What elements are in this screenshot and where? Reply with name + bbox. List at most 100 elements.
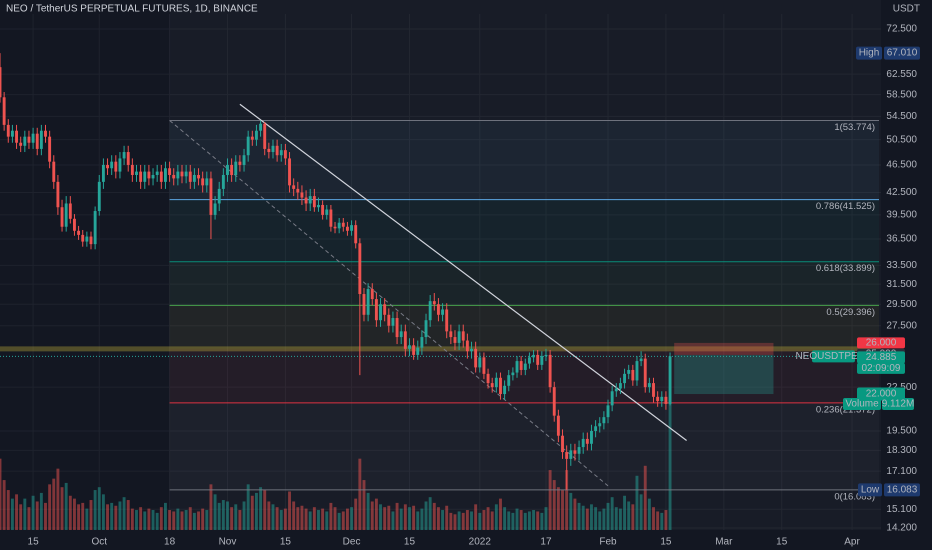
volume-bar bbox=[445, 505, 449, 530]
volume-bar bbox=[31, 495, 35, 530]
x-tick-label: Dec bbox=[343, 537, 361, 548]
volume-bar bbox=[168, 510, 172, 530]
volume-bar bbox=[35, 501, 39, 530]
candle-body bbox=[60, 207, 64, 227]
candle-body bbox=[590, 430, 593, 444]
candle-body bbox=[209, 178, 213, 215]
volume-bar bbox=[602, 508, 606, 530]
candle-body bbox=[548, 354, 552, 388]
volume-bar bbox=[577, 502, 581, 530]
volume-bar bbox=[56, 468, 60, 530]
candle-body bbox=[300, 192, 304, 198]
candle-body bbox=[155, 171, 159, 175]
volume-bar bbox=[197, 511, 200, 530]
volume-bar bbox=[242, 501, 246, 530]
candle-body bbox=[226, 164, 229, 175]
stop-value: 26.000 bbox=[866, 338, 897, 349]
candle-body bbox=[643, 358, 647, 388]
volume-bar bbox=[391, 511, 395, 530]
candle-body bbox=[420, 337, 424, 348]
candle-body bbox=[623, 373, 627, 384]
candle-body bbox=[540, 356, 544, 365]
volume-bar bbox=[329, 502, 333, 530]
volume-bar bbox=[337, 512, 341, 530]
position-stop bbox=[674, 342, 774, 355]
volume-bar bbox=[540, 512, 544, 530]
candle-body bbox=[230, 164, 234, 175]
volume-bar bbox=[184, 510, 188, 530]
volume-bar bbox=[590, 504, 593, 530]
volume-bar bbox=[106, 504, 109, 530]
candle-body bbox=[271, 145, 275, 153]
candle-body bbox=[577, 447, 581, 454]
candle-body bbox=[68, 203, 72, 219]
candle-body bbox=[39, 130, 43, 149]
volume-bar bbox=[205, 510, 209, 530]
volume-bar bbox=[581, 505, 585, 530]
candle-body bbox=[449, 331, 453, 338]
countdown-box bbox=[857, 362, 905, 374]
candle-body bbox=[552, 387, 556, 416]
volume-bar bbox=[354, 498, 358, 530]
candle-layer bbox=[0, 53, 672, 490]
candle-body bbox=[532, 354, 536, 358]
volume-bar bbox=[159, 507, 163, 530]
candle-body bbox=[345, 226, 349, 231]
candle-body bbox=[354, 225, 358, 244]
y-tick-label: 62.550 bbox=[886, 69, 917, 80]
volume-bar bbox=[523, 512, 527, 530]
low-value: 16.083 bbox=[887, 485, 918, 496]
volume-bar bbox=[267, 501, 271, 530]
candle-body bbox=[507, 375, 511, 386]
candle-body bbox=[594, 426, 598, 431]
x-tick-label: Mar bbox=[715, 537, 733, 548]
last-price-box bbox=[857, 351, 905, 364]
candle-body bbox=[374, 299, 378, 321]
volume-bar bbox=[366, 492, 370, 530]
candle-body bbox=[312, 196, 316, 208]
candle-body bbox=[35, 133, 39, 149]
volume-bar bbox=[420, 508, 424, 530]
volume-bar bbox=[89, 500, 93, 530]
candle-body bbox=[168, 168, 172, 175]
candle-body bbox=[631, 369, 635, 381]
countdown: 02:09:09 bbox=[862, 363, 901, 374]
candle-body bbox=[358, 243, 362, 295]
volume-bar bbox=[639, 494, 643, 530]
candle-body bbox=[556, 415, 560, 436]
volume-bar bbox=[631, 504, 635, 530]
candle-body bbox=[465, 340, 469, 352]
candle-body bbox=[275, 145, 279, 156]
y-tick-label: 18.300 bbox=[886, 445, 917, 456]
candle-body bbox=[317, 204, 320, 208]
candle-body bbox=[341, 222, 345, 227]
fib-band bbox=[169, 199, 879, 262]
volume-bar bbox=[507, 511, 511, 530]
candle-body bbox=[652, 383, 655, 397]
volume-bar bbox=[399, 508, 403, 530]
candle-body bbox=[106, 164, 109, 169]
volume-bar bbox=[97, 487, 101, 530]
fib-label: 0.618(33.899) bbox=[816, 263, 875, 274]
volume-bar bbox=[490, 511, 494, 530]
volume-bar bbox=[627, 501, 631, 530]
target-value-box bbox=[857, 387, 905, 401]
volume-bar bbox=[449, 512, 453, 530]
candle-body bbox=[436, 304, 440, 315]
chart-title: NEO / TetherUS PERPETUAL FUTURES, 1D, BI… bbox=[6, 4, 258, 15]
candle-body bbox=[143, 171, 147, 182]
volume-bar bbox=[77, 504, 81, 530]
candle-body bbox=[523, 363, 527, 370]
volume-bar bbox=[60, 487, 64, 530]
volume-bar bbox=[238, 510, 242, 530]
y-tick-label: 14.200 bbox=[886, 523, 917, 534]
volume-bar bbox=[110, 502, 114, 530]
volume-bar bbox=[614, 507, 618, 530]
fib-band bbox=[169, 305, 879, 349]
candle-body bbox=[610, 391, 614, 406]
candle-body bbox=[366, 289, 370, 315]
volume-bar bbox=[424, 501, 428, 530]
y-tick-label: 19.500 bbox=[886, 426, 917, 437]
volume-bar bbox=[101, 494, 105, 530]
